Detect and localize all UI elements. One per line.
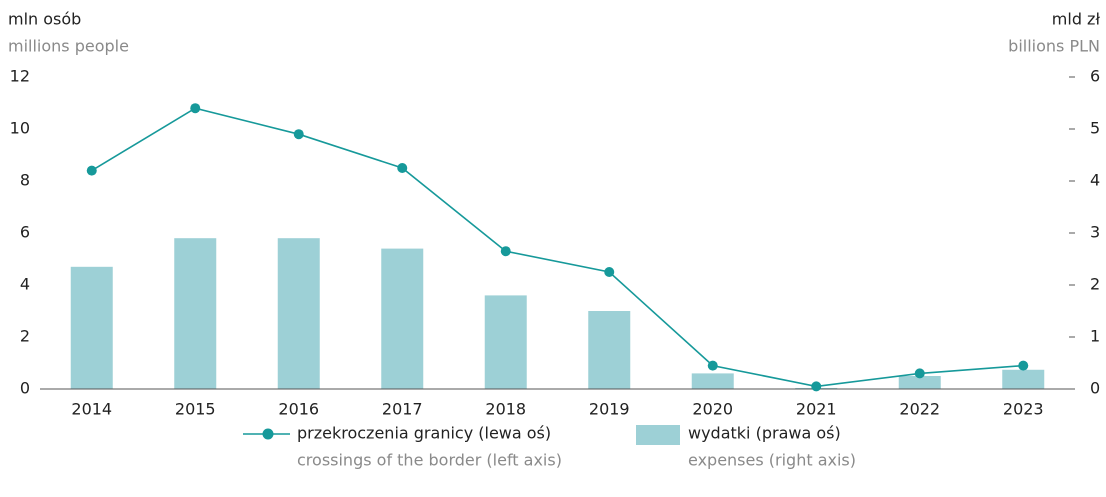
x-tick-label: 2016 bbox=[278, 400, 319, 419]
y2-axis-label: mld zł bbox=[1052, 10, 1101, 29]
y-tick-label: 4 bbox=[20, 275, 30, 294]
legend-label-en: crossings of the border (left axis) bbox=[297, 451, 562, 470]
y2-axis-label-en: billions PLN bbox=[1008, 37, 1100, 56]
y2-tick-label: 1 bbox=[1090, 327, 1100, 346]
line-point bbox=[1018, 360, 1029, 371]
x-tick-label: 2019 bbox=[589, 400, 630, 419]
line-point bbox=[811, 381, 822, 392]
y-tick-label: 12 bbox=[10, 67, 30, 86]
x-tick-label: 2022 bbox=[899, 400, 940, 419]
y2-tick-label: 5 bbox=[1090, 119, 1100, 138]
x-tick-label: 2018 bbox=[485, 400, 526, 419]
y2-tick-label: 3 bbox=[1090, 223, 1100, 242]
y2-tick-label: 2 bbox=[1090, 275, 1100, 294]
y-tick-label: 0 bbox=[20, 379, 30, 398]
y-tick-label: 6 bbox=[20, 223, 30, 242]
legend-label-en: expenses (right axis) bbox=[688, 451, 856, 470]
legend-point bbox=[262, 428, 274, 440]
line-point bbox=[293, 129, 304, 140]
y2-tick-label: 6 bbox=[1090, 67, 1100, 86]
line bbox=[91, 107, 1024, 388]
y2-tick-label: 4 bbox=[1090, 171, 1100, 190]
bar bbox=[1002, 369, 1045, 389]
x-tick-label: 2020 bbox=[692, 400, 733, 419]
line-point bbox=[707, 360, 718, 371]
x-tick-label: 2015 bbox=[175, 400, 216, 419]
bar bbox=[898, 376, 941, 389]
x-tick-label: 2023 bbox=[1003, 400, 1044, 419]
x-tick-label: 2014 bbox=[71, 400, 112, 419]
y-axis-label: mln osób bbox=[8, 10, 81, 29]
line-point bbox=[190, 103, 201, 114]
y-tick-label: 10 bbox=[10, 119, 30, 138]
bar bbox=[277, 238, 320, 389]
line-point bbox=[500, 246, 511, 257]
bar bbox=[691, 373, 734, 389]
bar bbox=[174, 238, 217, 389]
y-tick-label: 8 bbox=[20, 171, 30, 190]
legend-label: przekroczenia granicy (lewa oś) bbox=[297, 424, 551, 443]
line-point bbox=[397, 163, 408, 173]
bar bbox=[484, 295, 527, 389]
x-tick-label: 2017 bbox=[382, 400, 423, 419]
x-tick-label: 2021 bbox=[796, 400, 837, 419]
bar bbox=[70, 266, 113, 389]
y2-tick-label: 0 bbox=[1090, 379, 1100, 398]
line-point bbox=[914, 368, 925, 379]
y-axis-label-en: millions people bbox=[8, 37, 129, 56]
bar bbox=[381, 248, 424, 389]
legend-label: wydatki (prawa oś) bbox=[688, 424, 841, 443]
legend-swatch bbox=[636, 425, 680, 445]
line-point bbox=[86, 165, 97, 176]
line-point bbox=[604, 267, 615, 277]
bar bbox=[588, 311, 631, 389]
y-tick-label: 2 bbox=[20, 327, 30, 346]
